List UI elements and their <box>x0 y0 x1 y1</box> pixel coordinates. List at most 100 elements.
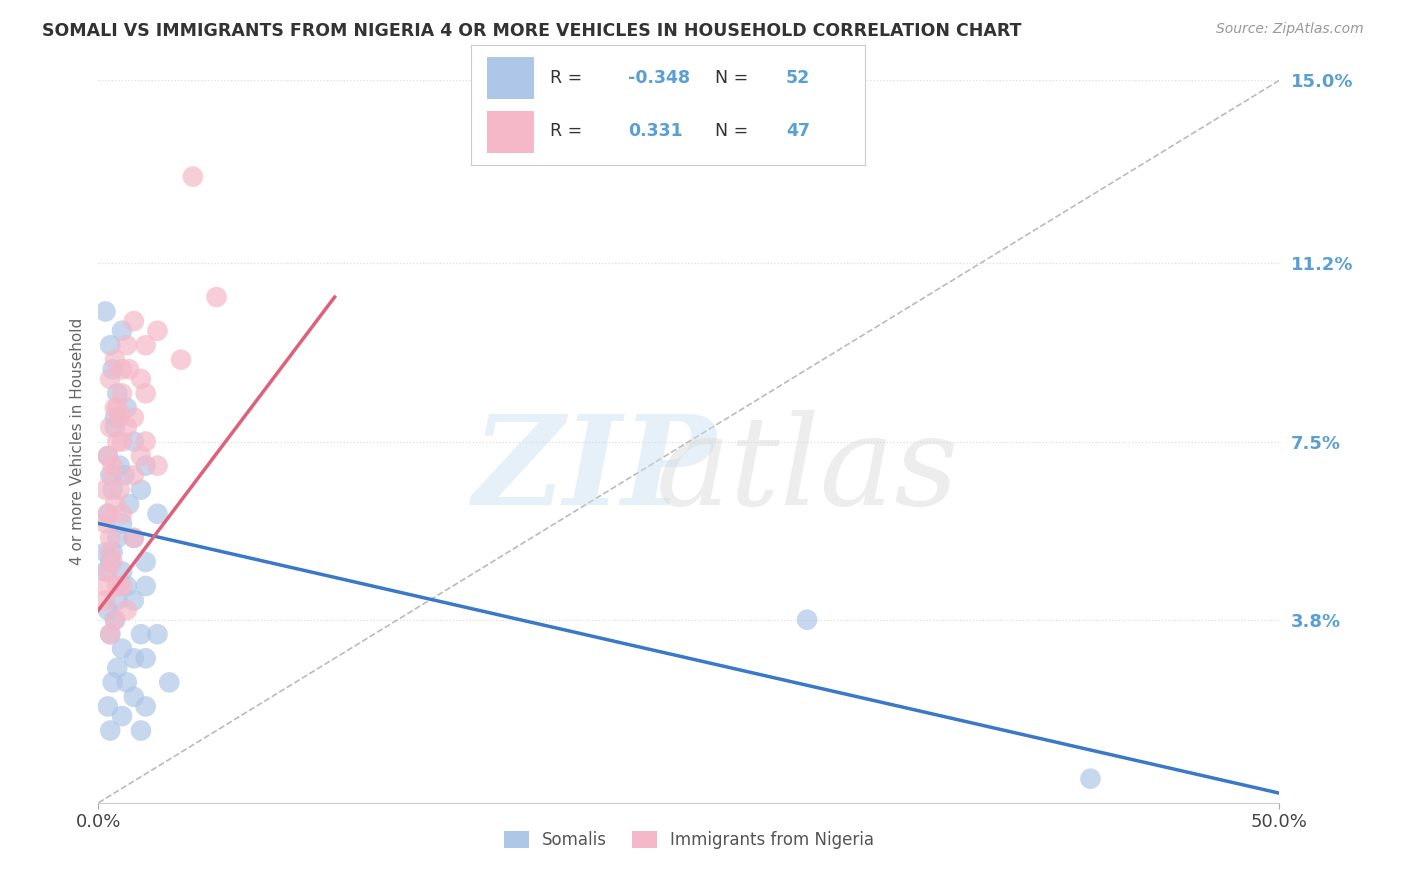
Point <box>135 434 157 449</box>
Point <box>205 290 228 304</box>
Point <box>111 362 134 376</box>
Point <box>94 579 117 593</box>
Point <box>111 507 134 521</box>
Point <box>105 661 128 675</box>
Text: -0.348: -0.348 <box>628 70 690 87</box>
Point <box>118 362 141 376</box>
Point <box>108 483 131 497</box>
Point <box>129 627 152 641</box>
Point <box>111 434 134 449</box>
Point <box>129 483 152 497</box>
Point <box>101 468 124 483</box>
Point <box>94 304 117 318</box>
Text: ZIP: ZIP <box>472 409 716 532</box>
Point <box>146 324 169 338</box>
Point <box>111 324 134 338</box>
Point <box>115 603 138 617</box>
Point <box>104 420 127 434</box>
Point <box>98 468 121 483</box>
Point <box>111 579 134 593</box>
Point <box>101 675 124 690</box>
Text: SOMALI VS IMMIGRANTS FROM NIGERIA 4 OR MORE VEHICLES IN HOUSEHOLD CORRELATION CH: SOMALI VS IMMIGRANTS FROM NIGERIA 4 OR M… <box>42 22 1022 40</box>
Point <box>122 410 145 425</box>
Point <box>111 386 134 401</box>
Point <box>104 613 127 627</box>
Point <box>111 709 134 723</box>
Point <box>111 641 134 656</box>
Point <box>135 579 157 593</box>
Point <box>97 699 120 714</box>
Point <box>94 565 117 579</box>
Point <box>105 434 128 449</box>
Point <box>796 613 818 627</box>
Point <box>104 352 127 367</box>
Point <box>1080 772 1102 786</box>
Point <box>98 372 121 386</box>
Point <box>101 555 124 569</box>
Point <box>98 545 121 559</box>
Point <box>135 699 157 714</box>
Point <box>122 434 145 449</box>
Point <box>97 565 120 579</box>
Text: N =: N = <box>716 122 748 140</box>
Point <box>111 516 134 531</box>
Point <box>98 555 121 569</box>
Point <box>115 401 138 415</box>
Point <box>135 555 157 569</box>
Text: 47: 47 <box>786 122 810 140</box>
Point <box>104 410 127 425</box>
Point <box>97 603 120 617</box>
Point <box>105 531 128 545</box>
Point <box>101 545 124 559</box>
Text: atlas: atlas <box>655 409 959 532</box>
Point <box>122 651 145 665</box>
Point <box>115 675 138 690</box>
Point <box>104 613 127 627</box>
Point <box>98 723 121 738</box>
Point <box>98 420 121 434</box>
Point <box>122 531 145 545</box>
Point <box>146 627 169 641</box>
Point <box>115 579 138 593</box>
Y-axis label: 4 or more Vehicles in Household: 4 or more Vehicles in Household <box>69 318 84 566</box>
Bar <box>486 57 534 99</box>
Point <box>118 497 141 511</box>
Point <box>122 531 145 545</box>
Point <box>111 565 134 579</box>
Point <box>94 483 117 497</box>
Point <box>97 449 120 463</box>
Point <box>122 593 145 607</box>
Point <box>98 627 121 641</box>
Point <box>129 723 152 738</box>
Point <box>97 449 120 463</box>
Text: N =: N = <box>716 70 748 87</box>
Point <box>146 458 169 473</box>
Point <box>115 420 138 434</box>
Point <box>97 507 120 521</box>
Text: R =: R = <box>550 70 582 87</box>
Text: R =: R = <box>550 122 582 140</box>
Point <box>129 372 152 386</box>
Point <box>101 362 124 376</box>
Point <box>135 386 157 401</box>
Point <box>135 338 157 352</box>
Point <box>108 458 131 473</box>
Point <box>98 338 121 352</box>
Point <box>122 468 145 483</box>
Point <box>94 593 117 607</box>
Point <box>104 497 127 511</box>
Bar <box>486 111 534 153</box>
Point <box>146 507 169 521</box>
Legend: Somalis, Immigrants from Nigeria: Somalis, Immigrants from Nigeria <box>496 824 882 856</box>
Point <box>105 579 128 593</box>
Text: Source: ZipAtlas.com: Source: ZipAtlas.com <box>1216 22 1364 37</box>
Point <box>105 386 128 401</box>
Point <box>105 401 128 415</box>
Text: 52: 52 <box>786 70 810 87</box>
Point <box>181 169 204 184</box>
Point <box>101 483 124 497</box>
Point <box>104 401 127 415</box>
Point <box>105 593 128 607</box>
Point <box>135 458 157 473</box>
Point <box>115 338 138 352</box>
